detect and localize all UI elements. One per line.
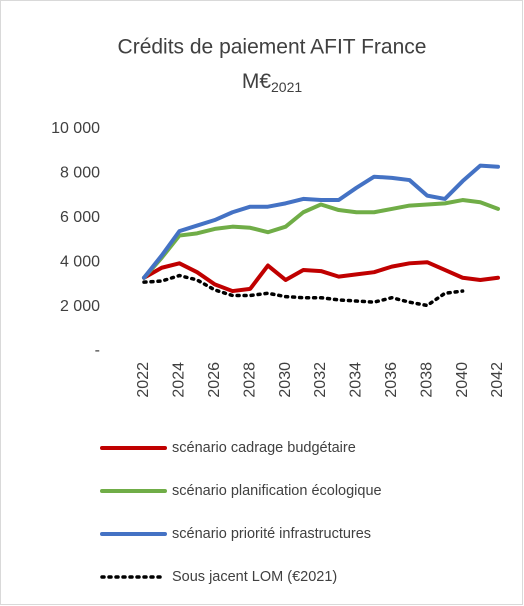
x-tick-label: 2030	[277, 362, 294, 398]
y-tick-label: 8 000	[60, 165, 100, 182]
legend-label: Sous jacent LOM (€2021)	[172, 569, 337, 585]
x-tick-label: 2028	[241, 362, 258, 398]
series-line	[142, 273, 465, 308]
x-tick-label: 2042	[489, 362, 506, 398]
series-line	[142, 260, 500, 294]
x-tick-label: 2036	[383, 362, 400, 398]
chart-title: Crédits de paiement AFIT France	[118, 36, 427, 59]
legend-label: scénario cadrage budgétaire	[172, 440, 356, 456]
y-tick-label: 10 000	[51, 120, 100, 137]
y-tick-label: -	[95, 342, 100, 359]
legend-label: scénario priorité infrastructures	[172, 526, 371, 542]
unit: M€	[242, 70, 271, 93]
x-tick-label: 2034	[348, 362, 365, 398]
x-tick-label: 2026	[206, 362, 223, 398]
unit-subscript: 2021	[271, 79, 302, 95]
x-tick-label: 2024	[171, 362, 188, 398]
series-line	[142, 198, 500, 280]
x-tick-label: 2032	[312, 362, 329, 398]
x-tick-label: 2022	[135, 362, 152, 398]
y-tick-label: 4 000	[60, 253, 100, 270]
series-line	[142, 163, 500, 280]
x-tick-label: 2038	[418, 362, 435, 398]
legend-label: scénario planification écologique	[172, 483, 382, 499]
y-tick-label: 6 000	[60, 209, 100, 226]
y-tick-label: 2 000	[60, 298, 100, 315]
x-tick-label: 2040	[454, 362, 471, 398]
chart-unit: M€2021	[242, 70, 303, 95]
